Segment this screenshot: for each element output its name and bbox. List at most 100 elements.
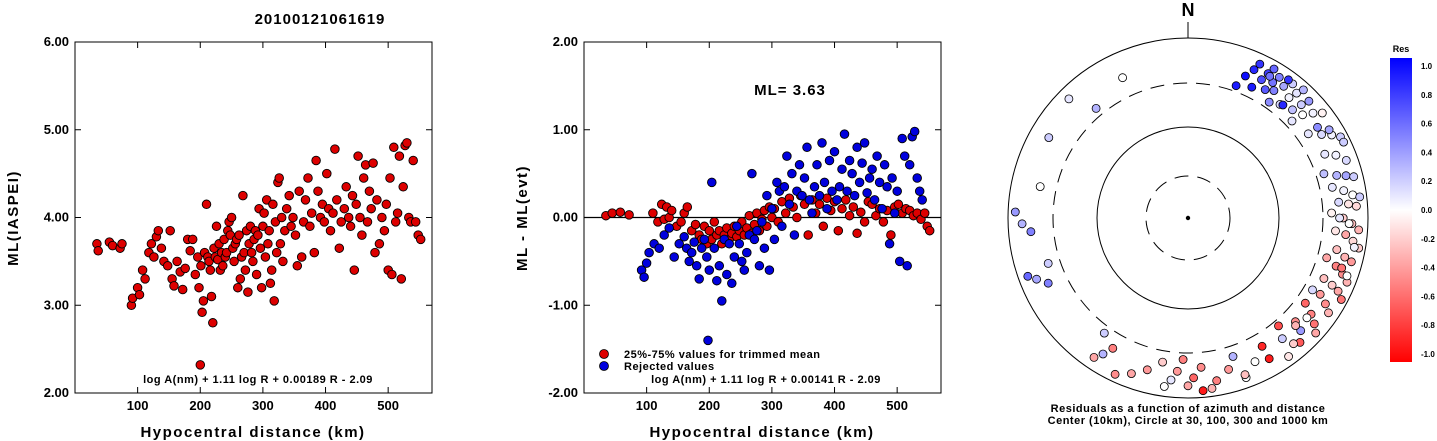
residual-point [1284, 352, 1293, 361]
data-point [271, 247, 282, 258]
panel2-y-axis-label: ML - ML(evt) [514, 165, 531, 271]
colorbar-tick-label: -1.0 [1421, 350, 1435, 359]
data-point [408, 155, 418, 166]
data-point [319, 217, 330, 227]
data-point [303, 173, 313, 183]
data-point [859, 138, 870, 148]
colorbar-title: Res [1393, 44, 1410, 54]
residual-point [1043, 278, 1053, 288]
residual-point [1319, 274, 1329, 283]
data-point [146, 239, 157, 249]
colorbar-tick-label: -0.4 [1421, 264, 1435, 273]
data-point [762, 190, 772, 201]
data-point [309, 247, 320, 258]
residual-point [1327, 280, 1337, 290]
data-point [722, 269, 732, 280]
data-point [253, 230, 263, 240]
data-point [729, 252, 740, 262]
data-point [779, 182, 790, 192]
data-point [325, 225, 336, 236]
residual-point [1196, 362, 1206, 372]
data-point [218, 261, 228, 271]
colorbar-tick-label: 0.0 [1421, 206, 1433, 215]
residual-point [1249, 65, 1259, 75]
data-point [914, 186, 925, 196]
data-point [892, 186, 902, 196]
residual-point [1289, 339, 1298, 349]
data-point [654, 243, 664, 253]
residual-point [1284, 93, 1294, 102]
residual-point [1339, 186, 1349, 196]
residual-point [1319, 169, 1329, 179]
legend-label-rejected: Rejected values [624, 361, 715, 373]
data-point [286, 221, 296, 232]
residual-point [1332, 245, 1342, 255]
data-point [807, 208, 817, 218]
data-point [641, 258, 652, 268]
data-point [717, 296, 727, 306]
data-point [334, 243, 345, 253]
data-point [311, 155, 321, 166]
x-tick-label: 300 [761, 398, 783, 413]
polar-caption-line1: Residuals as a function of azimuth and d… [1051, 403, 1326, 415]
data-point [341, 182, 351, 192]
data-point [93, 246, 103, 256]
data-point [782, 151, 792, 161]
figure-title: 20100121061619 [255, 11, 386, 28]
residual-point [1334, 197, 1344, 207]
data-point [137, 265, 148, 275]
data-point [387, 269, 397, 280]
residual-colorbar: Res 1.0 0.8 0.6 0.4 0.2 0.0 -0.2 -0.4 -0.6 -0.8 -1… [1390, 44, 1435, 362]
data-point [355, 212, 365, 223]
panel1-marks: 2.00 3.00 4.00 5.00 6.00 100 200 300 400 500 [44, 34, 432, 413]
data-point [732, 221, 742, 232]
residual-point [1108, 343, 1118, 353]
data-point [364, 186, 375, 196]
data-point [833, 225, 844, 236]
data-point [664, 223, 674, 233]
x-tick-label: 200 [698, 398, 720, 413]
data-point [867, 164, 877, 174]
residual-point [1257, 341, 1267, 351]
data-point [874, 177, 885, 188]
data-point [869, 195, 880, 205]
data-point [251, 269, 262, 280]
data-point [366, 203, 376, 214]
data-point [759, 243, 770, 253]
residual-point [1341, 155, 1351, 165]
data-point [402, 138, 412, 148]
residual-point [1317, 108, 1327, 118]
data-point [281, 203, 292, 214]
residual-point [1337, 263, 1347, 273]
data-point [752, 225, 762, 236]
data-point [679, 232, 689, 242]
colorbar-tick-label: 0.2 [1421, 177, 1433, 186]
data-point [357, 230, 367, 240]
data-point [691, 261, 702, 271]
data-point [754, 261, 765, 271]
data-point [739, 265, 750, 275]
data-point [847, 168, 857, 179]
residual-point [1255, 59, 1265, 69]
residual-point [1178, 355, 1188, 364]
residual-point [1269, 86, 1279, 95]
residual-point [1026, 227, 1036, 237]
data-point [328, 208, 338, 218]
data-point [832, 195, 842, 205]
residual-point [1313, 122, 1322, 132]
residual-point [1099, 328, 1109, 338]
data-point [169, 281, 179, 291]
data-point [294, 186, 304, 196]
residual-point [1288, 105, 1297, 115]
residual-point [1198, 386, 1208, 396]
data-point [767, 203, 777, 214]
data-point [809, 182, 820, 192]
residual-point [1324, 308, 1333, 318]
residual-point [1308, 108, 1318, 118]
data-point [196, 261, 206, 271]
data-point [246, 247, 257, 258]
data-point [696, 243, 707, 253]
y-tick-label: -1.00 [548, 297, 578, 312]
panel-azimuth-residuals: N Residuals as a function of azimuth and… [1007, 0, 1369, 427]
panel-ml-vs-distance: 2.00 3.00 4.00 5.00 6.00 100 200 300 400 500 ML(I… [5, 34, 433, 441]
